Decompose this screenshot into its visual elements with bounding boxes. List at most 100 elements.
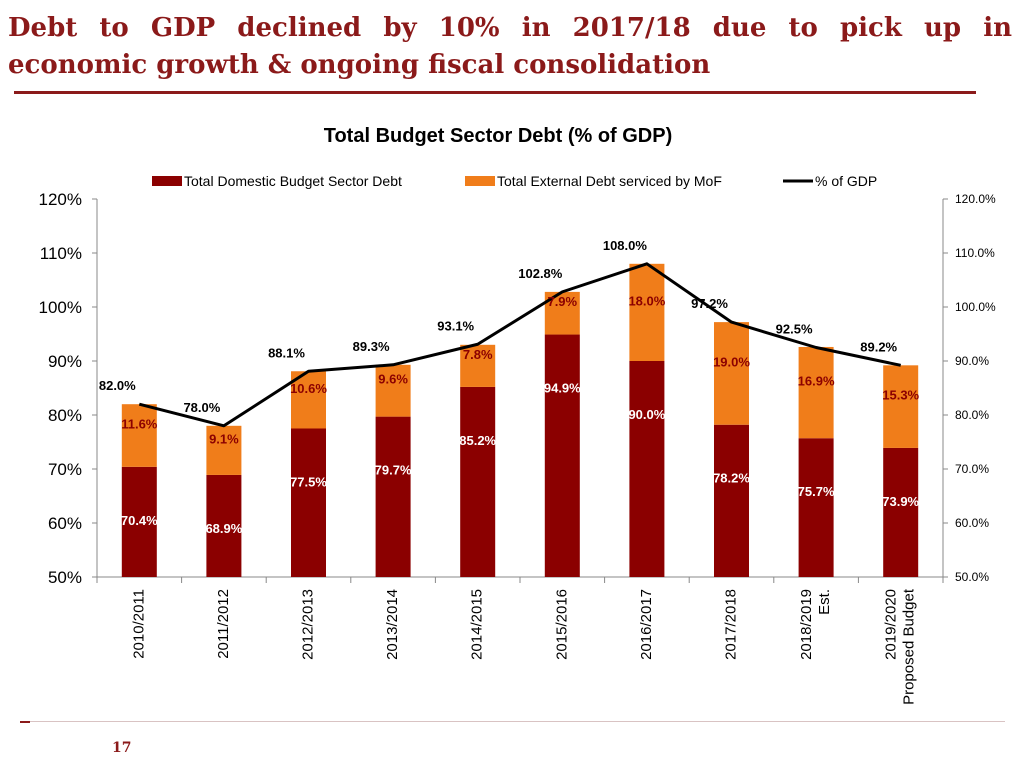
label-domestic: 73.9% (882, 494, 919, 509)
label-external: 19.0% (713, 354, 750, 369)
category-label: 2016/2017 (638, 589, 655, 660)
category-label-line: 2010/2011 (130, 589, 147, 659)
category-label-line: 2012/2013 (300, 589, 317, 660)
slide-title-line-2: economic growth & ongoing fiscal consoli… (8, 50, 711, 80)
bar-domestic (798, 438, 834, 577)
category-label: 2019/2020Proposed Budget (883, 588, 918, 705)
label-external: 7.9% (547, 294, 577, 309)
y-left-tick-label: 110% (40, 244, 82, 263)
bar-domestic (629, 361, 665, 577)
label-external: 16.9% (798, 374, 835, 389)
chart-title: Total Budget Sector Debt (% of GDP) (324, 125, 673, 147)
label-domestic: 94.9% (544, 381, 581, 396)
bar-domestic (460, 386, 496, 577)
chart-axes: 50% 60% 70% 80% 90% 100% 110% 120% 50.0% 60.0% 70.… (39, 190, 997, 587)
label-domestic: 77.5% (290, 475, 327, 490)
category-label: 2012/2013 (300, 589, 317, 660)
bar-domestic (206, 474, 242, 577)
footer-accent (20, 721, 30, 723)
slide-title-line-1: Debt to GDP declined by 10% in 2017/18 d… (8, 13, 1012, 43)
label-domestic: 78.2% (713, 471, 750, 486)
label-gdp: 97.2% (691, 296, 728, 311)
label-external: 7.8% (463, 347, 493, 362)
y-right-tick-label: 70.0% (955, 462, 989, 476)
footer-divider (30, 721, 1005, 722)
label-domestic: 68.9% (205, 521, 242, 536)
label-external: 9.6% (378, 372, 408, 387)
chart-line-series (138, 262, 902, 428)
label-external: 10.6% (290, 381, 327, 396)
label-domestic: 85.2% (459, 433, 496, 448)
legend-swatch-domestic (152, 176, 182, 186)
chart-category-labels: 2010/2011 2011/2012 2012/2013 2013/2014 2014… (130, 588, 917, 705)
label-gdp: 92.5% (776, 322, 813, 337)
category-label: 2015/2016 (553, 589, 570, 660)
bar-domestic (714, 424, 749, 577)
label-gdp: 108.0% (603, 238, 648, 253)
label-gdp: 89.3% (353, 339, 390, 354)
label-external: 9.1% (209, 431, 239, 446)
bar-external (629, 263, 665, 361)
title-underline (14, 91, 976, 94)
category-label-line: 2014/2015 (469, 589, 486, 660)
label-gdp: 89.2% (860, 339, 897, 354)
bar-domestic (291, 428, 326, 577)
label-external: 15.3% (882, 388, 919, 403)
label-gdp: 102.8% (518, 266, 563, 281)
category-label: 2018/2019Est. (798, 589, 833, 660)
y-left-tick-label: 120% (39, 190, 82, 209)
legend-label-external: Total External Debt serviced by MoF (497, 173, 722, 189)
bar-external (798, 346, 834, 439)
label-domestic: 70.4% (121, 513, 158, 528)
category-label: 2014/2015 (469, 589, 486, 660)
bar-domestic (883, 447, 919, 577)
category-label: 2011/2012 (215, 589, 232, 659)
y-right-tick-label: 50.0% (955, 570, 989, 584)
category-label-line: 2019/2020 (883, 589, 900, 660)
legend-label-domestic: Total Domestic Budget Sector Debt (184, 173, 402, 189)
label-external: 18.0% (628, 293, 665, 308)
category-label: 2010/2011 (130, 589, 147, 659)
bar-external (121, 404, 157, 467)
y-right-tick-label: 120.0% (955, 192, 996, 206)
label-gdp: 82.0% (99, 378, 136, 393)
label-domestic: 75.7% (798, 484, 835, 499)
page-number: 17 (112, 740, 132, 756)
chart-data-labels: 70.4% 11.6% 82.0% 68.9% 9.1% 78.0% 77.5% 10.6% 8… (99, 238, 920, 536)
label-domestic: 90.0% (628, 407, 665, 422)
chart-legend: Total Domestic Budget Sector Debt Total E… (152, 173, 877, 189)
bar-external (206, 425, 242, 475)
bar-external (714, 322, 749, 425)
y-right-tick-label: 60.0% (955, 516, 989, 530)
bar-domestic (121, 466, 157, 577)
gdp-line (138, 262, 902, 428)
bar-domestic (544, 334, 580, 577)
category-label-line: 2017/2018 (723, 589, 740, 660)
y-right-tick-label: 80.0% (955, 408, 989, 422)
y-left-tick-label: 80% (48, 406, 82, 425)
category-label: 2013/2014 (384, 589, 401, 660)
label-gdp: 78.0% (183, 400, 220, 415)
y-right-tick-label: 90.0% (955, 354, 989, 368)
legend-label-gdp: % of GDP (815, 173, 877, 189)
y-left-tick-label: 70% (48, 460, 82, 479)
y-right-tick-label: 100.0% (955, 300, 996, 314)
label-domestic: 79.7% (375, 463, 412, 478)
bar-domestic (375, 416, 411, 577)
category-label-line: 2015/2016 (553, 589, 570, 660)
bar-external (291, 371, 326, 429)
y-left-tick-label: 90% (48, 352, 82, 371)
label-gdp: 93.1% (437, 318, 474, 333)
chart-bars (121, 263, 919, 577)
category-label-line: Est. (816, 589, 833, 615)
category-label-line: 2018/2019 (798, 589, 815, 660)
label-external: 11.6% (121, 417, 158, 432)
category-label-line: 2011/2012 (215, 589, 232, 659)
y-left-tick-label: 50% (48, 568, 82, 587)
bar-external (375, 364, 411, 417)
legend-swatch-external (465, 176, 495, 186)
category-label-line: 2016/2017 (638, 589, 655, 660)
y-left-tick-label: 60% (48, 514, 82, 533)
category-label-line: Proposed Budget (901, 588, 918, 705)
